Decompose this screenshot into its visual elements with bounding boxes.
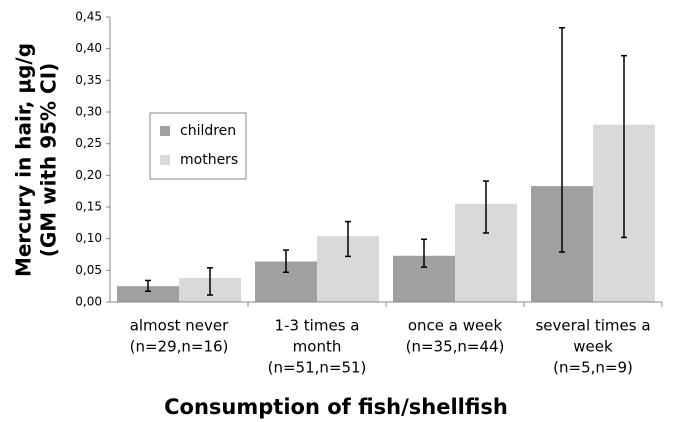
y-tick-label: 0,10: [75, 231, 102, 245]
legend-label: children: [180, 123, 236, 139]
y-axis-title: (GM with 95% CI): [37, 63, 61, 258]
y-tick-label: 0,40: [75, 41, 102, 55]
y-tick-label: 0,05: [75, 263, 102, 277]
x-tick-label: 1-3 times a: [275, 317, 360, 335]
y-tick-label: 0,25: [75, 136, 102, 150]
x-tick-label: month: [293, 338, 342, 356]
x-tick-label: (n=51,n=51): [268, 359, 367, 377]
y-tick-label: 0,45: [75, 10, 102, 24]
y-tick-label: 0,30: [75, 105, 102, 119]
y-axis-title: Mercury in hair, µg/g: [12, 43, 36, 277]
x-tick-label: week: [573, 338, 613, 356]
y-tick-label: 0,35: [75, 73, 102, 87]
x-tick-label: (n=5,n=9): [553, 359, 633, 377]
bar: [117, 286, 179, 302]
y-tick-label: 0,00: [75, 295, 102, 309]
x-tick-label: (n=35,n=44): [406, 338, 505, 356]
legend-swatch: [160, 126, 170, 136]
x-tick-label: once a week: [408, 317, 503, 335]
y-tick-label: 0,15: [75, 200, 102, 214]
legend-box: [149, 112, 247, 180]
x-tick-label: several times a: [535, 317, 650, 335]
y-tick-label: 0,20: [75, 168, 102, 182]
x-tick-label: almost never: [130, 317, 229, 335]
legend-swatch: [160, 155, 170, 165]
x-tick-label: (n=29,n=16): [130, 338, 229, 356]
x-axis-title: Consumption of fish/shellfish: [164, 395, 508, 419]
legend-label: mothers: [180, 152, 238, 168]
